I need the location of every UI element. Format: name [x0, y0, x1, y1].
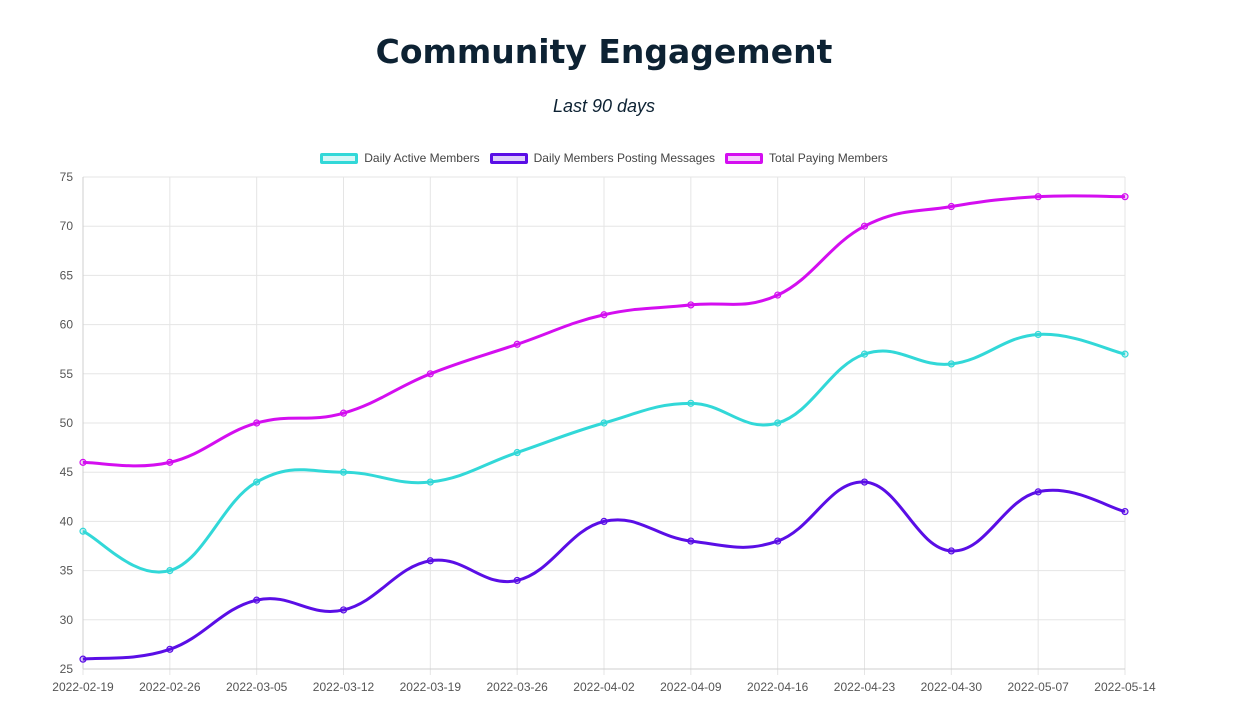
- y-tick-label: 60: [60, 318, 74, 332]
- data-point-daily-active-members: [687, 399, 695, 407]
- data-point-daily-members-posting: [79, 655, 87, 663]
- data-point-daily-active-members: [1034, 330, 1042, 339]
- legend-label-daily-members-posting: Daily Members Posting Messages: [533, 151, 716, 165]
- data-point-total-paying-members: [166, 458, 174, 466]
- x-tick-label: 2022-05-07: [1007, 680, 1069, 694]
- chart-legend: Daily Active Members Daily Members Posti…: [0, 151, 1208, 165]
- data-point-total-paying-members: [513, 340, 521, 348]
- data-point-daily-active-members: [166, 566, 174, 575]
- data-point-total-paying-members: [860, 222, 869, 230]
- data-point-total-paying-members: [253, 419, 261, 427]
- data-point-total-paying-members: [79, 458, 87, 466]
- data-point-daily-members-posting: [1121, 507, 1129, 516]
- data-point-total-paying-members: [947, 202, 955, 211]
- data-point-daily-members-posting: [600, 517, 608, 526]
- data-point-daily-members-posting: [774, 537, 782, 545]
- chart-subtitle: Last 90 days: [552, 96, 656, 116]
- data-point-total-paying-members: [339, 409, 348, 417]
- x-tick-label: 2022-03-12: [313, 680, 375, 694]
- y-tick-label: 55: [60, 367, 74, 381]
- x-tick-label: 2022-03-19: [400, 680, 462, 694]
- data-point-daily-active-members: [947, 360, 955, 368]
- data-point-daily-active-members: [860, 350, 869, 358]
- data-point-daily-members-posting: [513, 576, 521, 585]
- legend-label-daily-active-members: Daily Active Members: [364, 151, 480, 165]
- legend-item-total-paying-members[interactable]: Total Paying Members: [725, 151, 888, 165]
- series-line-total-paying-members: [82, 194, 1126, 468]
- y-tick-label: 70: [60, 219, 74, 233]
- legend-swatch-total-paying-members: [725, 152, 764, 164]
- x-tick-label: 2022-04-16: [747, 680, 809, 694]
- data-point-daily-active-members: [339, 468, 348, 476]
- y-tick-label: 75: [60, 170, 74, 184]
- data-point-daily-members-posting: [166, 645, 174, 653]
- y-tick-label: 25: [60, 662, 74, 676]
- data-point-daily-members-posting: [1034, 488, 1042, 496]
- series-line-daily-active-members: [82, 332, 1126, 574]
- data-point-total-paying-members: [687, 301, 695, 309]
- legend-swatch-daily-members-posting: [489, 152, 528, 164]
- data-point-total-paying-members: [1121, 193, 1129, 201]
- chart-title: Community Engagement: [375, 32, 833, 71]
- data-point-daily-members-posting: [253, 596, 261, 604]
- data-point-total-paying-members: [774, 291, 782, 299]
- data-point-daily-members-posting: [339, 606, 348, 614]
- series-line-daily-members-posting: [82, 480, 1126, 661]
- data-point-daily-active-members: [600, 419, 608, 427]
- legend-item-daily-active-members[interactable]: Daily Active Members: [320, 151, 480, 165]
- x-tick-label: 2022-02-26: [139, 680, 201, 694]
- data-point-total-paying-members: [1034, 193, 1042, 201]
- y-tick-label: 35: [60, 564, 74, 578]
- data-point-daily-active-members: [513, 448, 521, 457]
- x-tick-label: 2022-02-19: [52, 680, 114, 694]
- y-tick-label: 65: [60, 268, 74, 282]
- x-tick-label: 2022-05-14: [1094, 680, 1156, 694]
- data-point-total-paying-members: [600, 311, 608, 319]
- data-point-daily-active-members: [774, 419, 782, 427]
- data-point-daily-active-members: [253, 478, 261, 486]
- data-point-daily-members-posting: [687, 537, 695, 545]
- data-point-daily-members-posting: [947, 547, 955, 555]
- x-tick-label: 2022-04-30: [921, 680, 983, 694]
- data-point-daily-active-members: [426, 478, 434, 486]
- x-tick-label: 2022-03-26: [486, 680, 548, 694]
- data-point-daily-members-posting: [426, 557, 434, 565]
- x-tick-label: 2022-04-02: [573, 680, 635, 694]
- y-tick-label: 40: [60, 514, 74, 528]
- x-tick-label: 2022-04-09: [660, 680, 722, 694]
- data-point-total-paying-members: [426, 370, 434, 378]
- legend-item-daily-members-posting[interactable]: Daily Members Posting Messages: [489, 151, 716, 165]
- y-tick-label: 30: [60, 613, 74, 627]
- y-tick-label: 50: [60, 416, 74, 430]
- legend-swatch-daily-active-members: [320, 152, 359, 164]
- x-tick-label: 2022-03-05: [226, 680, 288, 694]
- data-point-daily-active-members: [1121, 350, 1129, 358]
- x-tick-label: 2022-04-23: [834, 680, 896, 694]
- data-point-daily-members-posting: [860, 478, 869, 486]
- data-point-daily-active-members: [79, 527, 87, 535]
- legend-label-total-paying-members: Total Paying Members: [769, 151, 888, 165]
- y-tick-label: 45: [60, 465, 74, 479]
